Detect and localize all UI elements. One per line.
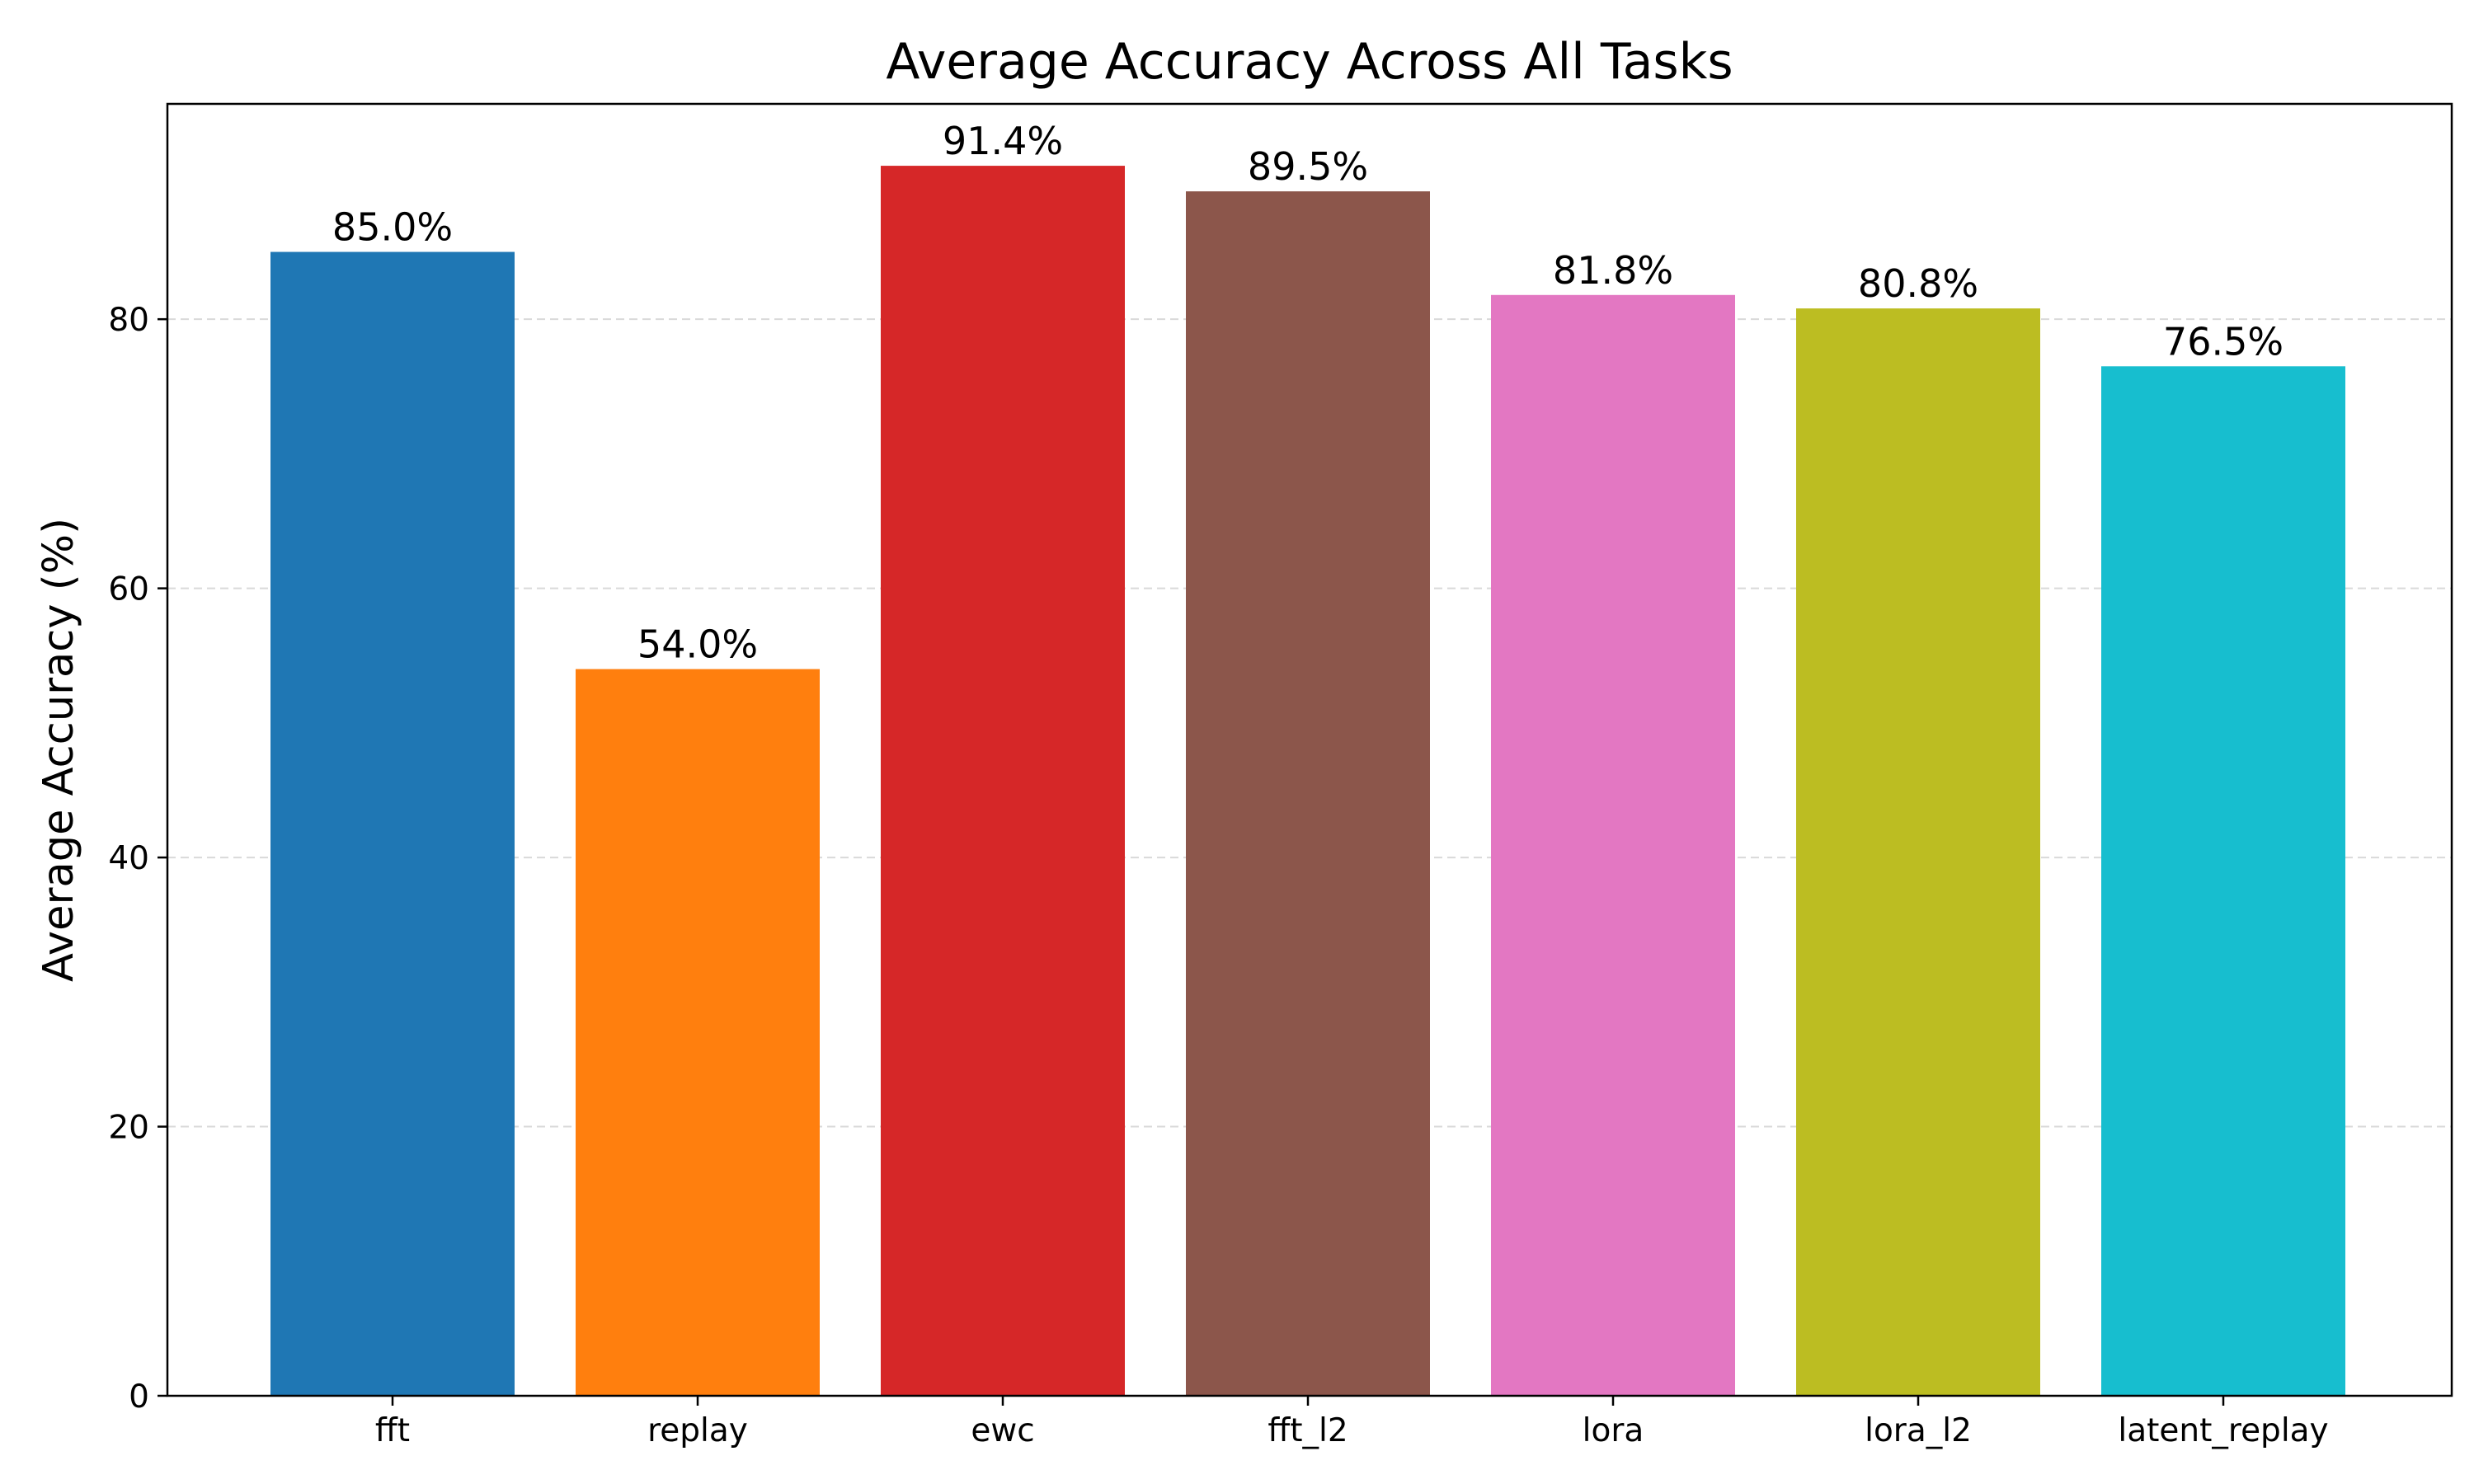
value-label-latent-replay: 76.5% xyxy=(2163,319,2284,364)
bar-fft-l2 xyxy=(1186,191,1430,1396)
x-tick-label-lora-l2: lora_l2 xyxy=(1865,1412,1972,1449)
value-label-fft-l2: 89.5% xyxy=(1248,144,1368,189)
bar-lora-l2 xyxy=(1796,308,2040,1396)
x-axis-ticks: fft replay ewc fft_l2 lora lora_l2 latent_repl… xyxy=(375,1396,2329,1449)
value-label-replay: 54.0% xyxy=(637,622,758,667)
y-tick-label: 40 xyxy=(108,840,149,877)
x-tick-label-replay: replay xyxy=(647,1412,748,1449)
y-tick-label: 60 xyxy=(108,571,149,608)
bars xyxy=(270,166,2345,1397)
x-tick-label-latent-replay: latent_replay xyxy=(2118,1412,2328,1449)
x-tick-label-ewc: ewc xyxy=(971,1412,1034,1449)
y-tick-label: 20 xyxy=(108,1110,149,1147)
value-label-ewc: 91.4% xyxy=(943,119,1063,163)
y-tick-label: 0 xyxy=(129,1378,149,1416)
value-labels: 85.0% 54.0% 91.4% 89.5% 81.8% 80.8% 76.5% xyxy=(332,119,2284,666)
y-tick-label: 80 xyxy=(108,302,149,339)
bar-ewc xyxy=(881,166,1125,1396)
chart-title: Average Accuracy Across All Tasks xyxy=(886,33,1733,91)
x-tick-label-fft: fft xyxy=(375,1412,410,1449)
value-label-lora-l2: 80.8% xyxy=(1858,261,1978,306)
plot-frame xyxy=(166,102,2453,1397)
value-label-lora: 81.8% xyxy=(1553,248,1673,293)
y-axis-label: Average Accuracy (%) xyxy=(35,518,83,982)
x-tick-label-lora: lora xyxy=(1583,1412,1644,1449)
bar-latent-replay xyxy=(2101,366,2345,1396)
bar-lora xyxy=(1491,294,1735,1397)
value-label-fft: 85.0% xyxy=(332,205,453,250)
y-axis-ticks: 0 20 40 60 80 xyxy=(108,302,167,1416)
bar-fft xyxy=(270,251,515,1396)
bar-replay xyxy=(576,669,820,1396)
x-tick-label-fft-l2: fft_l2 xyxy=(1268,1412,1348,1449)
